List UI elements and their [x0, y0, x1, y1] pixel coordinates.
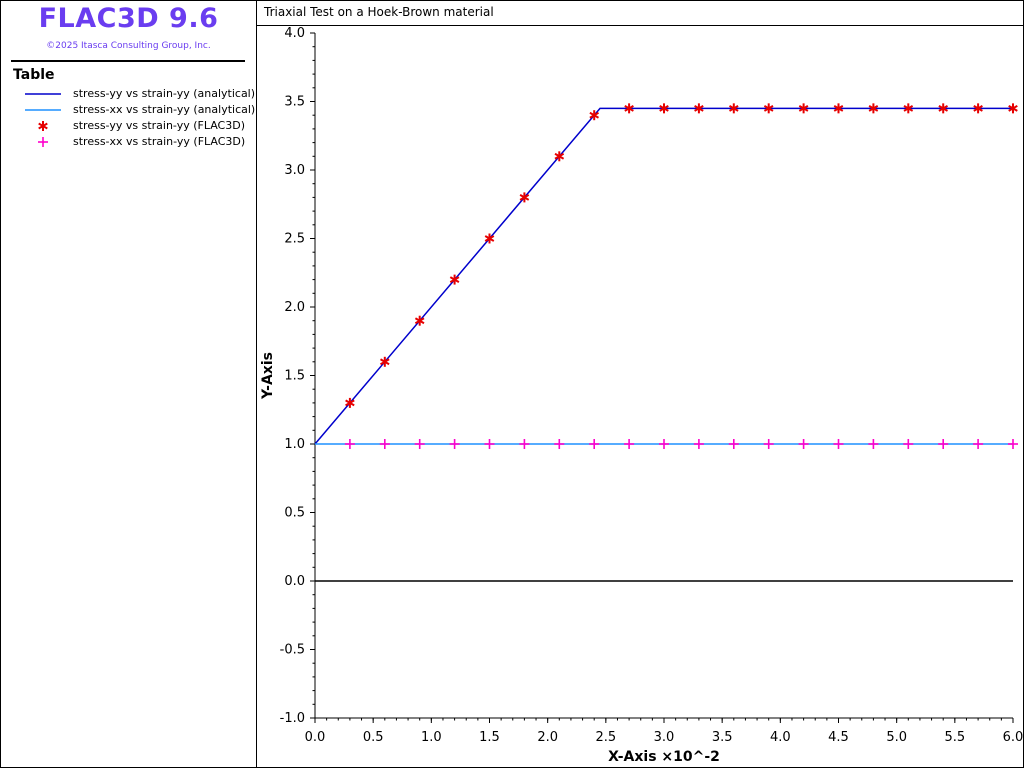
- plus-point: [659, 439, 669, 449]
- plus-point: [728, 439, 739, 449]
- asterisk-point: [728, 103, 739, 114]
- plus-point: [624, 439, 635, 449]
- x-tick-label: 0.0: [305, 730, 326, 745]
- x-tick-label: 5.0: [886, 730, 907, 745]
- x-tick-label: 6.0: [1003, 730, 1024, 745]
- y-tick-label: 0.5: [284, 506, 305, 521]
- x-tick-label: 5.5: [944, 730, 965, 745]
- asterisk-point: [484, 233, 495, 244]
- plus-point: [589, 439, 600, 449]
- plus-point: [519, 439, 530, 449]
- legend-line-icon: [25, 93, 61, 95]
- legend-panel: FLAC3D 9.6 ©2025 Itasca Consulting Group…: [0, 0, 256, 768]
- plus-point: [798, 439, 809, 449]
- plus-point: [449, 439, 460, 449]
- asterisk-point: [414, 315, 425, 326]
- legend-item-stress-yy-flac3d[interactable]: stress-yy vs strain-yy (FLAC3D): [1, 119, 256, 133]
- plus-point: [414, 439, 425, 449]
- asterisk-point: [903, 103, 914, 114]
- y-tick-label: 3.0: [284, 163, 305, 178]
- asterisk-point: [449, 274, 460, 285]
- plus-point: [693, 439, 704, 449]
- plot-title-divider: [257, 25, 1023, 26]
- asterisk-point: [659, 103, 669, 114]
- asterisk-marker-icon: [38, 121, 48, 131]
- plus-point: [973, 439, 984, 449]
- asterisk-point: [973, 103, 983, 114]
- plus-point: [484, 439, 495, 449]
- chart: -1.0 -0.5 0.0 0.5 1.0 1.5 2.0 2.5 3.0 3.5 4.0 0.0 0.…: [260, 26, 1024, 765]
- series-line-0: [314, 107, 1013, 445]
- x-axis-title: X-Axis ×10^-2: [608, 749, 720, 765]
- y-tick-label: -1.0: [280, 711, 305, 726]
- legend-item-label: stress-yy vs strain-yy (FLAC3D): [73, 119, 245, 132]
- asterisk-point: [798, 103, 809, 114]
- x-tick-label: 2.0: [537, 730, 558, 745]
- y-tick-label: 1.5: [284, 369, 305, 384]
- asterisk-point: [345, 397, 355, 408]
- asterisk-point: [519, 192, 530, 203]
- x-tick-label: 4.0: [770, 730, 791, 745]
- copyright-text: ©2025 Itasca Consulting Group, Inc.: [46, 41, 211, 51]
- y-tick-label: 2.0: [284, 300, 305, 315]
- asterisk-point: [938, 103, 949, 114]
- asterisk-point: [868, 103, 879, 114]
- y-tick-label: 1.0: [284, 437, 305, 452]
- x-tick-label: 4.5: [828, 730, 849, 745]
- y-tick-label: 2.5: [284, 232, 305, 247]
- plus-point: [379, 439, 390, 449]
- plus-point: [344, 439, 355, 449]
- plus-point: [1008, 439, 1018, 449]
- y-tick-label: 4.0: [284, 26, 305, 41]
- legend-item-label: stress-xx vs strain-yy (FLAC3D): [73, 135, 246, 148]
- x-tick-label: 0.5: [363, 730, 384, 745]
- legend-item-label: stress-xx vs strain-yy (analytical): [73, 103, 256, 116]
- legend-item-stress-xx-analytical[interactable]: stress-xx vs strain-yy (analytical): [1, 103, 256, 117]
- plus-point: [833, 439, 844, 449]
- plus-point: [763, 439, 774, 449]
- plus-point: [554, 439, 565, 449]
- plus-marker-icon: [38, 137, 48, 147]
- asterisk-point: [763, 103, 774, 114]
- app-title: FLAC3D 9.6: [38, 3, 219, 34]
- plus-point: [938, 439, 949, 449]
- y-tick-label: -0.5: [280, 643, 305, 658]
- legend-item-label: stress-yy vs strain-yy (analytical): [73, 87, 256, 100]
- x-tick-label: 1.0: [421, 730, 442, 745]
- y-tick-label: 3.5: [284, 95, 305, 110]
- x-tick-label: 3.5: [712, 730, 733, 745]
- asterisk-point: [589, 110, 600, 121]
- x-tick-label: 2.5: [595, 730, 616, 745]
- asterisk-point: [624, 103, 634, 114]
- asterisk-point: [833, 103, 844, 114]
- legend-item-stress-yy-analytical[interactable]: stress-yy vs strain-yy (analytical): [1, 87, 256, 101]
- plot-title: Triaxial Test on a Hoek-Brown material: [264, 5, 494, 19]
- asterisk-point: [554, 151, 565, 162]
- legend-title: Table: [13, 67, 55, 83]
- legend-item-stress-xx-flac3d[interactable]: stress-xx vs strain-yy (FLAC3D): [1, 135, 256, 149]
- asterisk-point: [379, 356, 390, 367]
- asterisk-point: [694, 103, 704, 114]
- x-tick-label: 1.5: [479, 730, 500, 745]
- plus-point: [868, 439, 879, 449]
- asterisk-point: [1008, 103, 1018, 114]
- y-axis-title: Y-Axis: [260, 352, 276, 400]
- x-tick-label: 3.0: [654, 730, 675, 745]
- plot-panel: Triaxial Test on a Hoek-Brown material: [256, 0, 1024, 768]
- plus-point: [903, 439, 914, 449]
- y-tick-label: 0.0: [284, 574, 305, 589]
- legend-line-icon: [25, 109, 61, 111]
- title-divider: [11, 60, 245, 62]
